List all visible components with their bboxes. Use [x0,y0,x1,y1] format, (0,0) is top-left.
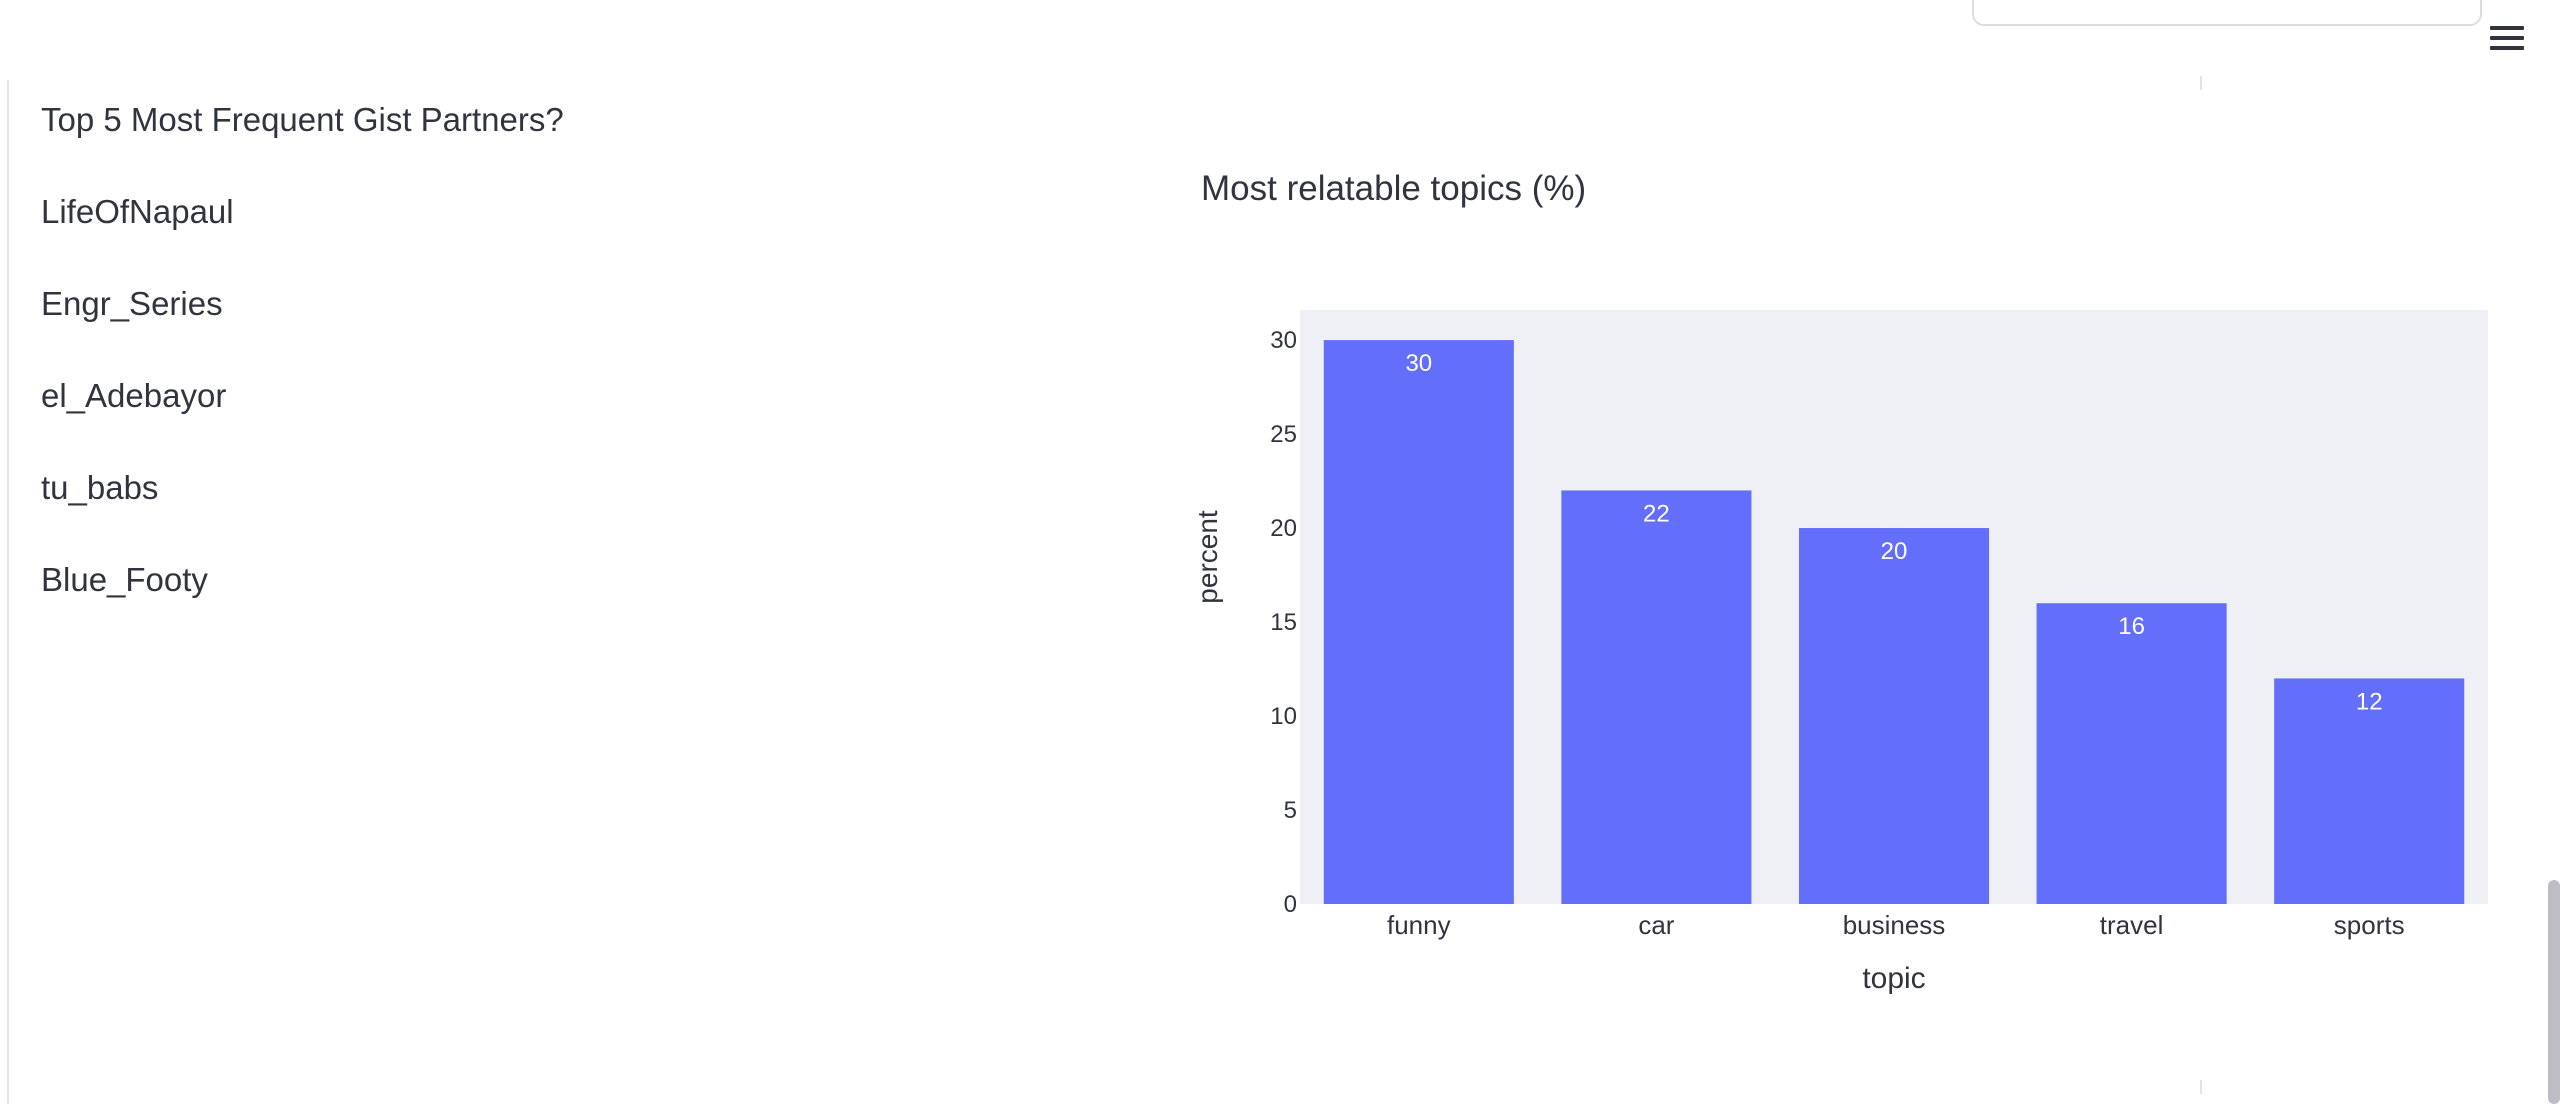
gist-partners-panel: Top 5 Most Frequent Gist Partners? LifeO… [41,96,564,648]
column-divider-mark [2200,1080,2202,1094]
y-tick-label: 25 [1270,421,1297,448]
y-tick-label: 10 [1270,703,1297,730]
y-tick-label: 20 [1270,515,1297,542]
bar-travel[interactable] [2036,603,2227,904]
y-tick-label: 15 [1270,609,1297,636]
column-divider-mark [2200,76,2202,90]
y-tick-label: 5 [1284,797,1297,824]
x-tick-label: business [1843,910,1946,940]
bar-value-label: 16 [2118,613,2145,640]
topics-chart: Most relatable topics (%) 0 5 10 15 20 25 30 3… [1180,150,2510,1030]
x-tick-label: travel [2100,910,2164,940]
partner-item: Engr_Series [41,285,223,322]
partners-heading: Top 5 Most Frequent Gist Partners? [41,101,564,138]
bar-value-label: 22 [1643,500,1670,527]
bar-business[interactable] [1798,528,1990,904]
bar-funny[interactable] [1323,340,1514,904]
y-tick-label: 0 [1284,891,1297,918]
bar-car[interactable] [1561,490,1752,904]
topics-bar-chart: Most relatable topics (%) 0 5 10 15 20 25 30 3… [1192,169,2488,995]
x-tick-label: car [1638,910,1674,940]
bar-value-label: 12 [2356,688,2383,715]
partner-item: tu_babs [41,469,159,506]
x-tick-label: sports [2334,910,2405,940]
y-tick-label: 30 [1270,327,1297,354]
bar-value-label: 20 [1881,538,1908,565]
dropdown-popup-edge [1972,0,2482,26]
content-left-border [7,80,9,1104]
partner-item: Blue_Footy [41,561,208,598]
scrollbar-thumb[interactable] [2548,880,2560,1104]
hamburger-menu-icon[interactable] [2480,22,2528,58]
x-tick-label: funny [1387,910,1451,940]
chart-title: Most relatable topics (%) [1201,169,1586,208]
x-axis-label: topic [1862,962,1925,995]
bar-value-label: 30 [1405,350,1432,377]
partner-item: LifeOfNapaul [41,193,234,230]
bar-sports[interactable] [2274,678,2465,904]
partner-item: el_Adebayor [41,377,227,414]
y-axis-label: percent [1192,510,1223,604]
